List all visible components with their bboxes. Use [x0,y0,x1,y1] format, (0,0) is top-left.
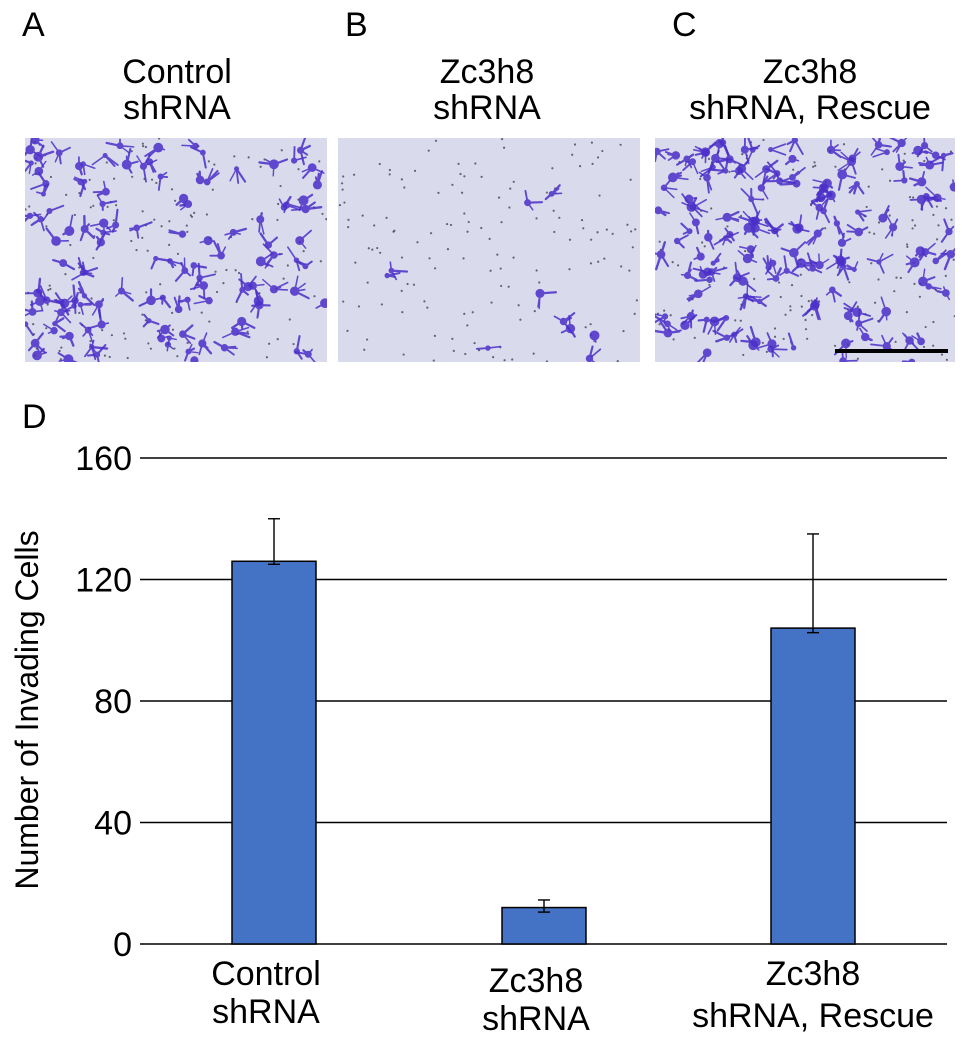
y-tick-label: 160 [75,440,132,478]
panel-b-title-line2: shRNA [433,89,541,127]
error-bar [538,899,550,913]
y-tick-label: 120 [75,562,132,600]
x-category-label-line1: Control [211,955,321,993]
x-category-label-line2: shRNA, Rescue [692,997,934,1035]
panel-c-title: Zc3h8 shRNA, Rescue [645,54,975,126]
micrograph-control-shrna [25,138,327,362]
panel-letter-c: C [672,6,697,44]
bar [231,560,317,945]
scale-bar [835,349,948,353]
error-bar [807,533,819,634]
micrograph-rescue-cells [655,138,955,362]
y-axis-label: Number of Invading Cells [9,530,45,889]
panel-b-title-line1: Zc3h8 [439,53,535,91]
panel-letter-a: A [22,6,45,44]
y-tick-labels: 0 40 80 120 160 [75,440,132,964]
y-tick-label: 40 [94,805,132,843]
y-tick-label: 80 [94,683,132,721]
x-category-label-line2: shRNA [482,1000,590,1038]
panel-letter-d: D [22,398,47,436]
panel-c-title-line2: shRNA, Rescue [689,89,931,127]
bar [770,627,856,945]
x-category-label-line1: Zc3h8 [766,955,861,993]
panel-c-title-line1: Zc3h8 [762,53,858,91]
y-tick-label: 0 [113,926,132,964]
panel-b-title: Zc3h8 shRNA [327,54,647,126]
micrograph-control-cells [25,138,327,362]
error-bar [268,518,280,566]
micrograph-zc3h8-cells [338,138,638,362]
panel-a-title-line1: Control [122,53,232,91]
panel-a-title: Control shRNA [17,54,337,126]
bars [231,560,856,945]
error-bars [268,518,819,913]
x-category-label-line1: Zc3h8 [489,962,584,1000]
bar [501,906,587,945]
micrograph-zc3h8-shrna [338,138,640,362]
panel-letter-b: B [345,6,368,44]
panel-a-title-line2: shRNA [123,89,231,127]
x-category-label-line2: shRNA [212,993,320,1031]
micrograph-zc3h8-rescue [655,138,955,362]
